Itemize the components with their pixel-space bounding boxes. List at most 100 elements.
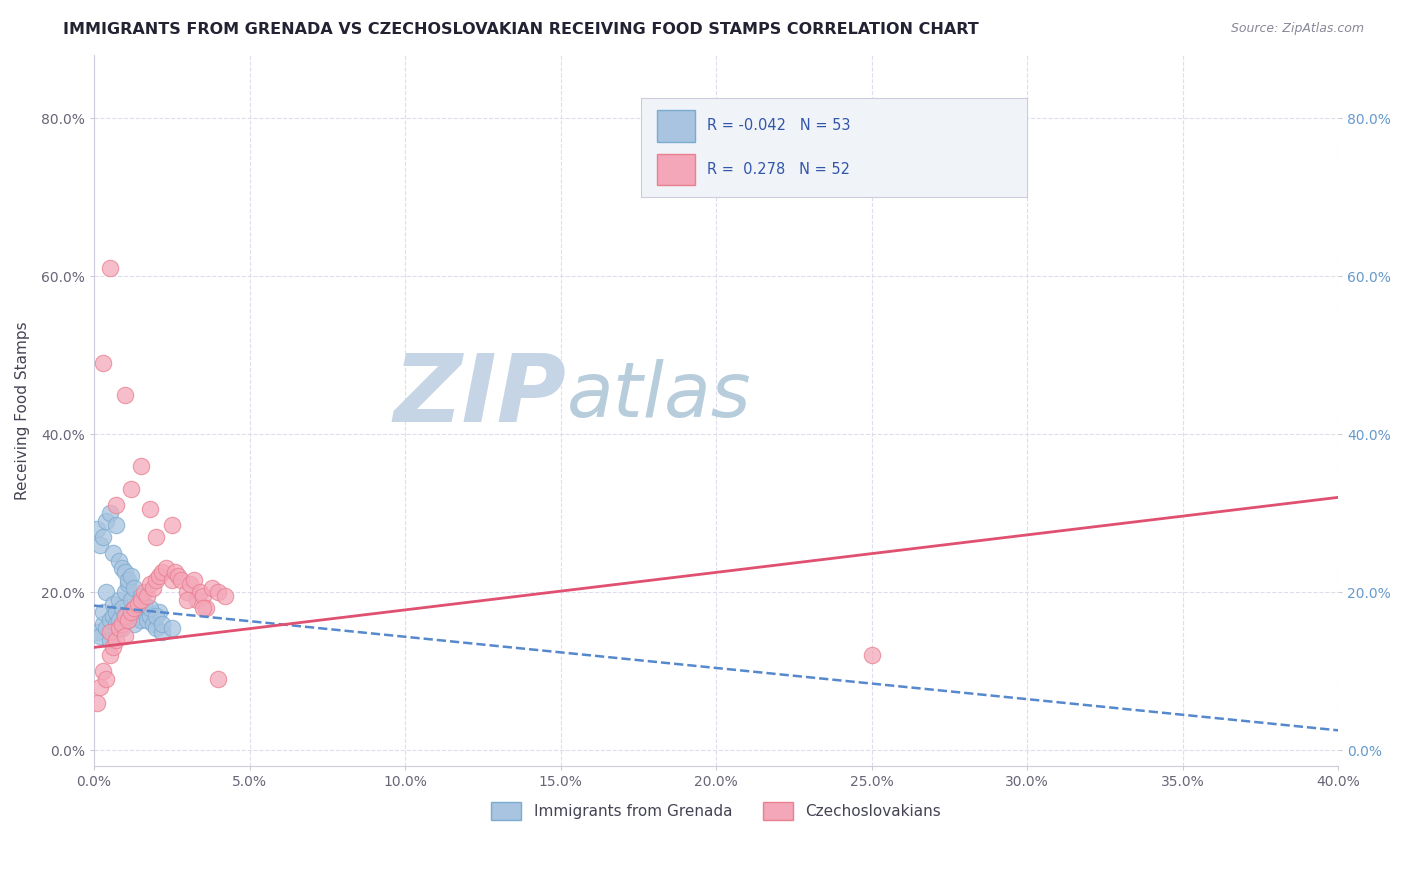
Point xyxy=(96,514,118,528)
Point xyxy=(129,613,152,627)
Point xyxy=(86,624,108,639)
Point xyxy=(114,629,136,643)
Point xyxy=(127,608,149,623)
Point xyxy=(98,648,121,663)
Point xyxy=(860,648,883,663)
Point xyxy=(108,613,131,627)
Point xyxy=(86,522,108,536)
Point xyxy=(167,569,190,583)
Point xyxy=(104,518,127,533)
Point xyxy=(145,608,167,623)
Point xyxy=(142,616,165,631)
Point xyxy=(114,585,136,599)
Legend: Immigrants from Grenada, Czechoslovakians: Immigrants from Grenada, Czechoslovakian… xyxy=(485,796,948,826)
Point xyxy=(120,605,142,619)
Point xyxy=(93,605,115,619)
Point xyxy=(108,621,131,635)
Point xyxy=(132,605,155,619)
Point xyxy=(93,616,115,631)
Point xyxy=(111,601,134,615)
Point xyxy=(93,530,115,544)
Point xyxy=(117,613,139,627)
Point xyxy=(98,632,121,647)
Point xyxy=(120,593,142,607)
Point xyxy=(104,616,127,631)
Point xyxy=(145,621,167,635)
Point xyxy=(132,597,155,611)
Point xyxy=(191,589,214,603)
Text: IMMIGRANTS FROM GRENADA VS CZECHOSLOVAKIAN RECEIVING FOOD STAMPS CORRELATION CHA: IMMIGRANTS FROM GRENADA VS CZECHOSLOVAKI… xyxy=(63,22,979,37)
Point xyxy=(101,608,124,623)
Point xyxy=(93,664,115,678)
Point xyxy=(129,589,152,603)
Point xyxy=(98,506,121,520)
Point xyxy=(139,577,162,591)
Point xyxy=(139,608,162,623)
Point xyxy=(114,566,136,580)
Point xyxy=(120,483,142,497)
Point xyxy=(104,632,127,647)
Point xyxy=(183,574,205,588)
Point xyxy=(101,597,124,611)
Point xyxy=(104,498,127,512)
Point xyxy=(191,601,214,615)
Point xyxy=(176,585,198,599)
Point xyxy=(104,605,127,619)
Point xyxy=(117,577,139,591)
Point xyxy=(188,585,211,599)
Point xyxy=(186,593,208,607)
Point xyxy=(98,261,121,276)
Point xyxy=(129,597,152,611)
Point xyxy=(114,608,136,623)
Y-axis label: Receiving Food Stamps: Receiving Food Stamps xyxy=(15,321,30,500)
Point xyxy=(163,566,186,580)
Point xyxy=(114,388,136,402)
Point xyxy=(124,581,146,595)
Point xyxy=(96,621,118,635)
Point xyxy=(101,640,124,655)
Point xyxy=(139,601,162,615)
Point xyxy=(214,589,236,603)
Point xyxy=(111,561,134,575)
Point xyxy=(127,597,149,611)
Text: atlas: atlas xyxy=(567,359,751,434)
Point xyxy=(152,566,174,580)
Point xyxy=(129,593,152,607)
Point xyxy=(111,616,134,631)
Point xyxy=(155,561,177,575)
Point xyxy=(93,356,115,370)
Point xyxy=(124,601,146,615)
Point xyxy=(124,616,146,631)
Point xyxy=(86,696,108,710)
Point xyxy=(148,605,170,619)
Point xyxy=(117,574,139,588)
Point xyxy=(148,569,170,583)
Point xyxy=(152,624,174,639)
Point xyxy=(195,601,218,615)
Point xyxy=(120,605,142,619)
Point xyxy=(145,574,167,588)
Point xyxy=(89,629,111,643)
Point xyxy=(142,581,165,595)
Text: Source: ZipAtlas.com: Source: ZipAtlas.com xyxy=(1230,22,1364,36)
Point xyxy=(139,502,162,516)
Point xyxy=(207,672,229,686)
Point xyxy=(160,574,183,588)
Point xyxy=(89,538,111,552)
Point xyxy=(152,616,174,631)
Point xyxy=(170,574,193,588)
Point xyxy=(135,613,157,627)
Point xyxy=(96,672,118,686)
Point xyxy=(160,621,183,635)
Point xyxy=(135,589,157,603)
Point xyxy=(108,553,131,567)
Point xyxy=(132,585,155,599)
Point xyxy=(201,581,224,595)
Point xyxy=(101,546,124,560)
Point xyxy=(120,569,142,583)
Point xyxy=(111,621,134,635)
Text: ZIP: ZIP xyxy=(394,351,567,442)
Point xyxy=(160,518,183,533)
Point xyxy=(98,624,121,639)
Point xyxy=(145,530,167,544)
